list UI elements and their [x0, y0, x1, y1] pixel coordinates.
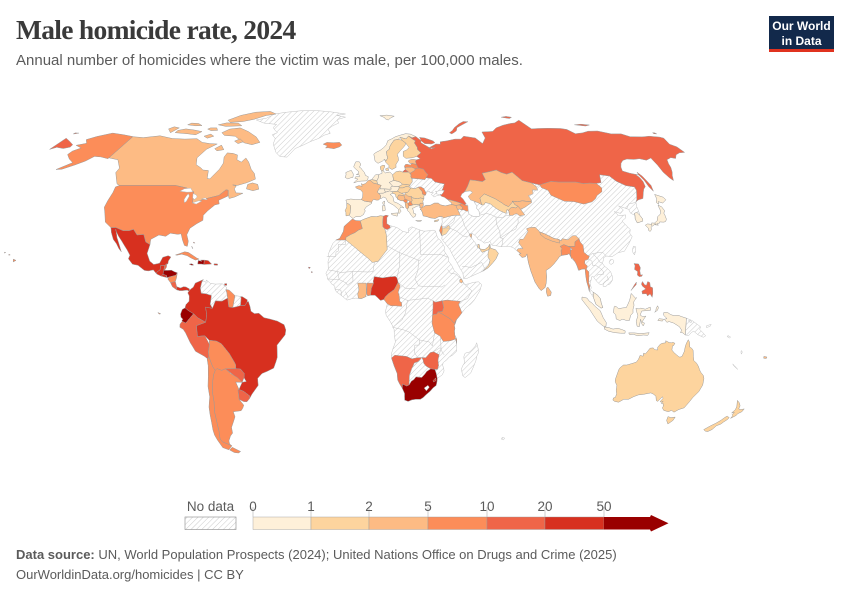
- svg-text:No data: No data: [187, 499, 235, 514]
- svg-text:10: 10: [479, 499, 494, 514]
- svg-text:0: 0: [249, 499, 257, 514]
- svg-text:2: 2: [365, 499, 373, 514]
- svg-text:5: 5: [424, 499, 432, 514]
- svg-text:1: 1: [307, 499, 315, 514]
- svg-text:20: 20: [537, 499, 552, 514]
- svg-text:50: 50: [596, 499, 611, 514]
